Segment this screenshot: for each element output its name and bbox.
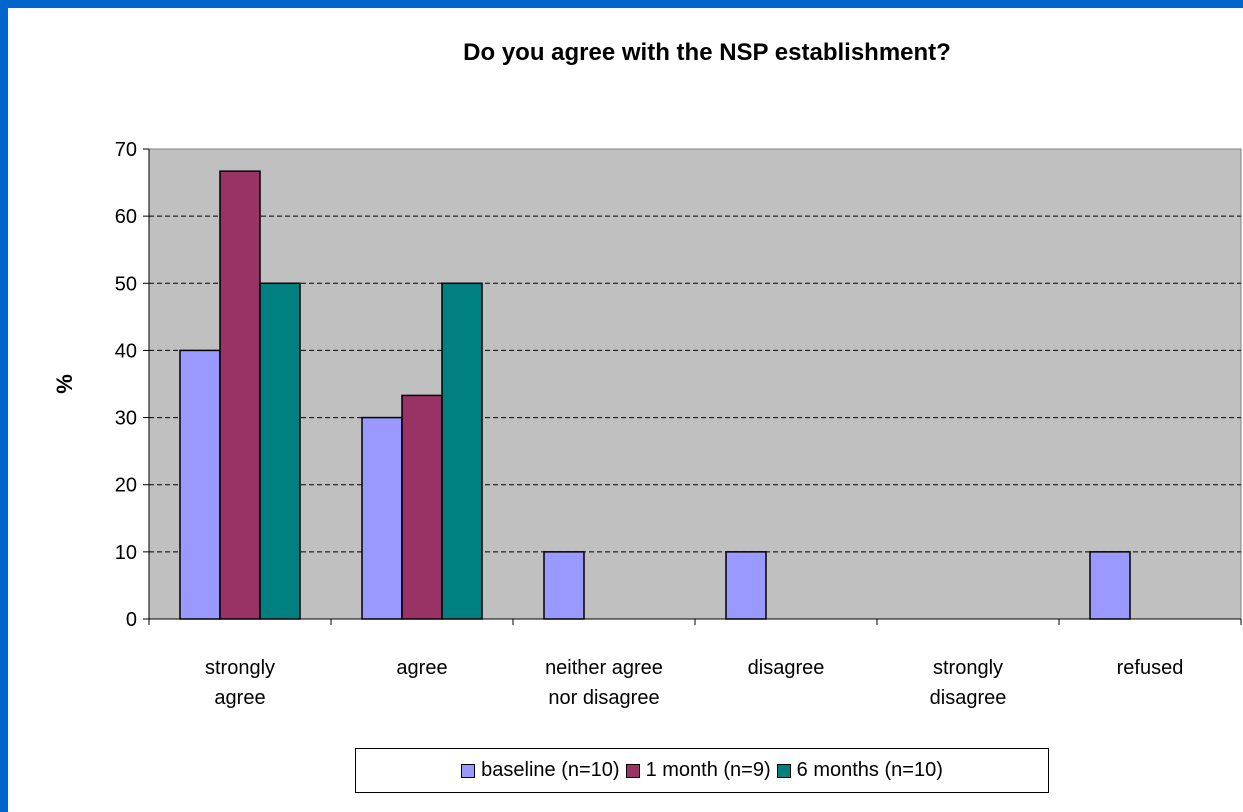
bar-1-1 xyxy=(401,394,443,620)
x-tick-label-2-0: neither agree xyxy=(545,657,663,679)
bar-0-0 xyxy=(179,349,221,620)
x-tick-label-5-0: refused xyxy=(1117,657,1184,679)
x-tick-label-0-0: strongly xyxy=(205,657,275,679)
y-tick-label-60: 60 xyxy=(115,206,137,228)
legend-item-baseline: baseline (n=10) xyxy=(461,759,620,782)
x-tick-label-2-1: nor disagree xyxy=(548,687,659,709)
legend-swatch-1-month xyxy=(625,763,640,778)
bar-2-0 xyxy=(543,551,585,620)
legend-label-baseline: baseline (n=10) xyxy=(481,759,620,781)
legend-swatch-6-months xyxy=(776,763,791,778)
x-tick-label-1-0: agree xyxy=(396,657,447,679)
chart-frame: Do you agree with the NSP establishment?… xyxy=(8,8,1243,812)
bar-3-0 xyxy=(725,551,767,620)
x-tick-label-3-0: disagree xyxy=(748,657,825,679)
chart-title: Do you agree with the NSP establishment? xyxy=(463,39,951,66)
bar-1-2 xyxy=(441,282,483,620)
legend-item-1-month: 1 month (n=9) xyxy=(625,759,771,782)
y-tick-label-0: 0 xyxy=(126,609,137,631)
legend: baseline (n=10) 1 month (n=9) 6 months (… xyxy=(355,748,1049,793)
y-tick-label-30: 30 xyxy=(115,408,137,430)
bar-0-2 xyxy=(259,282,301,620)
bar-chart: Do you agree with the NSP establishment?… xyxy=(52,39,1242,709)
y-tick-label-40: 40 xyxy=(115,340,137,362)
x-tick-label-4-1: disagree xyxy=(930,687,1007,709)
x-tick-label-4-0: strongly xyxy=(933,657,1003,679)
y-tick-label-50: 50 xyxy=(115,273,137,295)
plot-area xyxy=(148,148,1242,620)
legend-swatch-baseline xyxy=(461,763,476,778)
y-tick-label-20: 20 xyxy=(115,475,137,497)
bar-1-0 xyxy=(361,416,403,620)
y-tick-label-10: 10 xyxy=(115,542,137,564)
y-axis-label: % xyxy=(52,374,77,394)
bar-5-0 xyxy=(1089,551,1131,620)
y-tick-label-70: 70 xyxy=(115,139,137,161)
x-tick-label-0-1: agree xyxy=(214,687,265,709)
legend-label-6-months: 6 months (n=10) xyxy=(796,759,943,781)
bar-0-1 xyxy=(219,170,261,620)
legend-label-1-month: 1 month (n=9) xyxy=(645,759,771,781)
legend-item-6-months: 6 months (n=10) xyxy=(776,759,943,782)
